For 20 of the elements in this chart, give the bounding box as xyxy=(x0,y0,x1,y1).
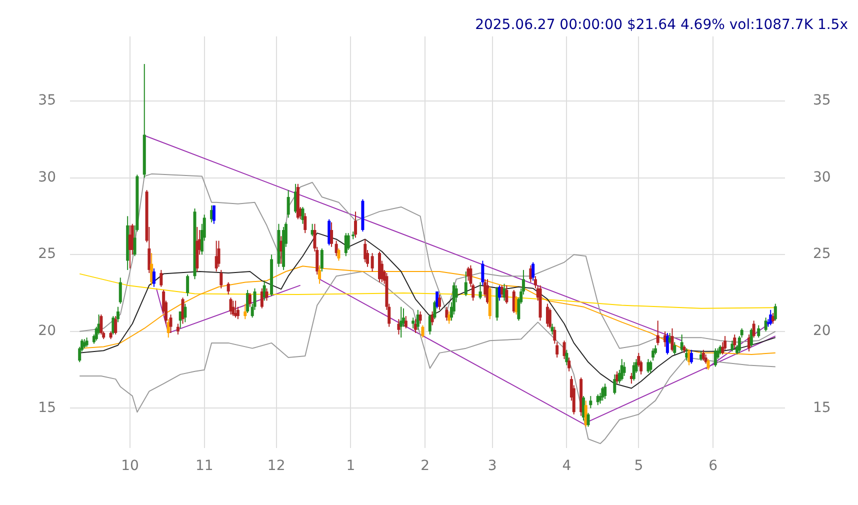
x-tick-label: 6 xyxy=(708,458,718,474)
x-tick-label: 3 xyxy=(488,458,497,474)
x-tick-label: 2 xyxy=(420,458,430,474)
y-tick-label: 30 xyxy=(38,169,56,186)
y2-tick-label: 15 xyxy=(813,400,831,416)
x-tick-label: 4 xyxy=(562,458,572,474)
x-tick-label: 10 xyxy=(121,458,139,474)
y-tick-label: 35 xyxy=(38,92,56,109)
y2-tick-label: 20 xyxy=(813,323,831,340)
chart-title: 2025.06.27 00:00:00 $21.64 4.69% vol:1087.7K 1.5x xyxy=(475,17,848,33)
y-tick-label: 20 xyxy=(38,323,56,340)
x-tick-label: 11 xyxy=(195,458,214,474)
x-tick-label: 5 xyxy=(634,458,644,474)
y2-tick-label: 35 xyxy=(813,92,831,109)
x-tick-label: 12 xyxy=(267,458,286,474)
y2-tick-label: 30 xyxy=(813,169,831,186)
y-tick-label: 15 xyxy=(38,400,56,416)
y2-tick-label: 25 xyxy=(813,246,831,262)
y-tick-label: 25 xyxy=(38,246,56,262)
x-tick-label: 1 xyxy=(346,458,356,474)
